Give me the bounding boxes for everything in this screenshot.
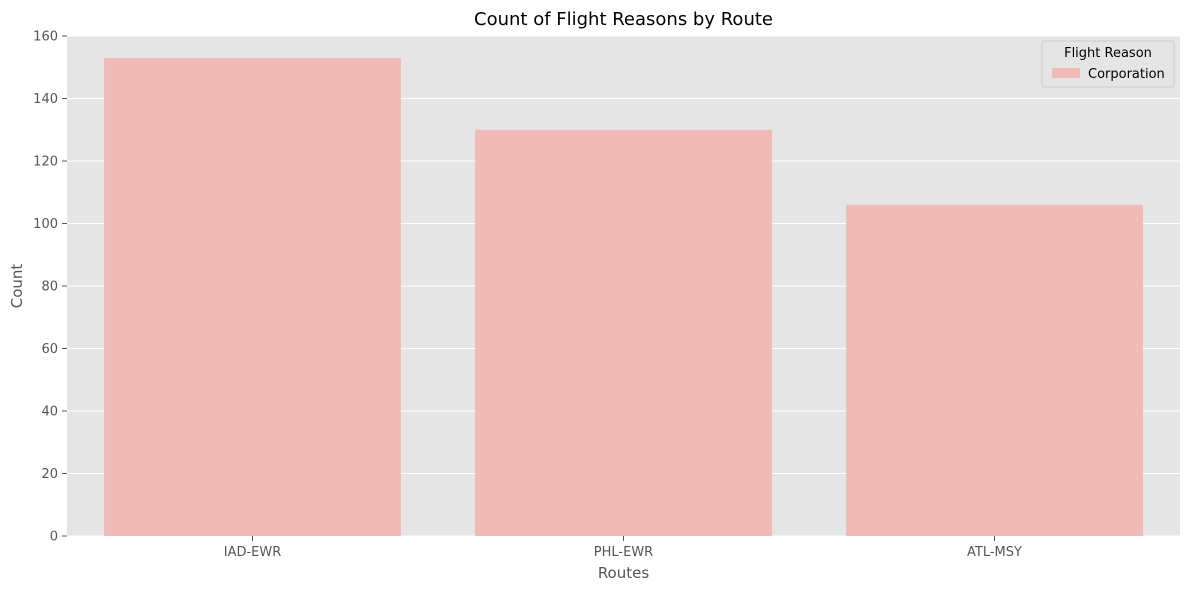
x-tick-label: IAD-EWR (224, 545, 282, 560)
x-tick-label: ATL-MSY (967, 545, 1022, 560)
y-tick-label: 80 (41, 280, 58, 295)
legend-entries: Corporation (1052, 67, 1165, 82)
y-tick-label: 20 (41, 467, 58, 482)
y-tick-label: 160 (33, 30, 58, 45)
bar (475, 129, 772, 536)
y-axis-label: Count (8, 264, 26, 309)
legend: Flight Reason Corporation (1041, 40, 1175, 88)
bar (104, 57, 401, 536)
legend-title: Flight Reason (1064, 46, 1152, 61)
bar (846, 204, 1143, 536)
y-tick-label: 0 (50, 530, 58, 545)
y-axis-ticks: 0 20 40 60 80 100 120 140 160 (33, 30, 67, 545)
y-tick-label: 40 (41, 405, 58, 420)
bars (104, 57, 1143, 536)
legend-swatch (1052, 68, 1080, 78)
x-axis-label: Routes (598, 564, 650, 582)
x-tick-label: PHL-EWR (594, 545, 653, 560)
y-tick-label: 60 (41, 342, 58, 357)
y-tick-label: 140 (33, 92, 58, 107)
legend-label: Corporation (1088, 67, 1165, 82)
chart-title: Count of Flight Reasons by Route (474, 9, 773, 30)
x-axis-ticks: IAD-EWR PHL-EWR ATL-MSY (224, 536, 1022, 560)
y-tick-label: 100 (33, 217, 58, 232)
y-tick-label: 120 (33, 155, 58, 170)
